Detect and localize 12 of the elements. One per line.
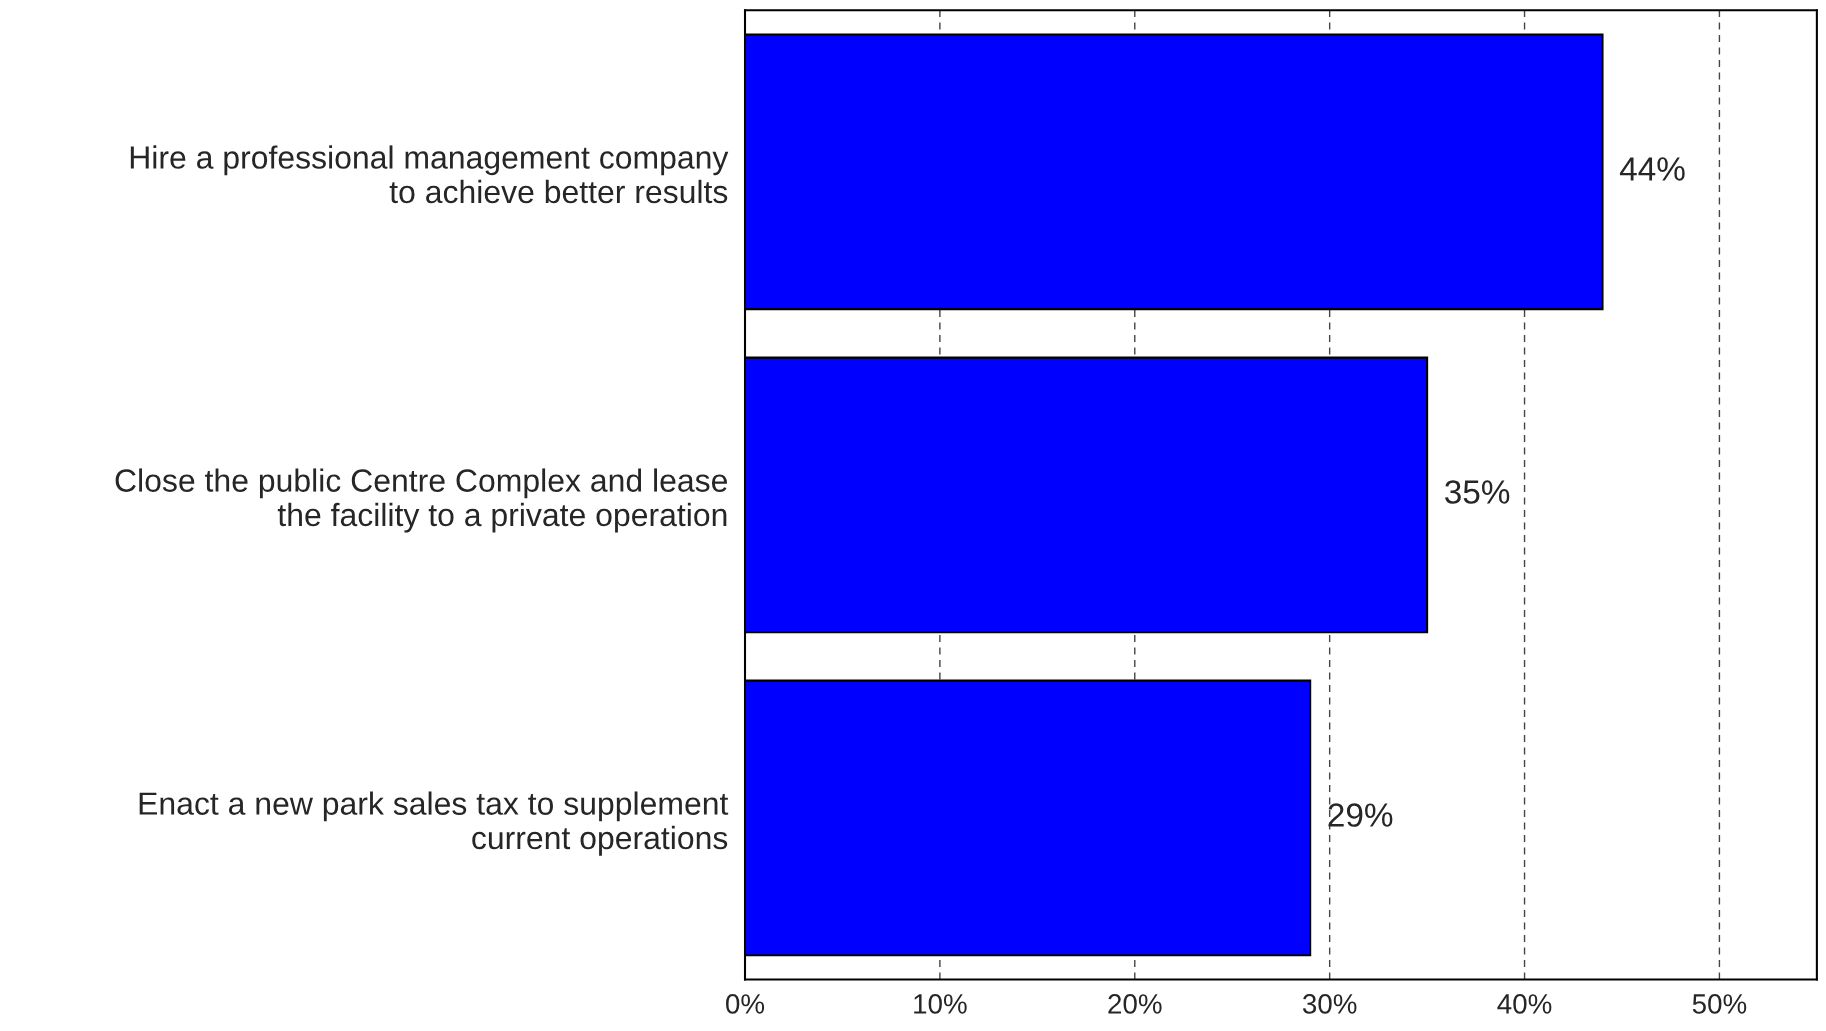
x-tick-label: 50% xyxy=(1692,994,1747,1014)
data-label: 44% xyxy=(1619,157,1685,181)
y-tick-label: Close the public Centre Complex and lease the facility to a private operation xyxy=(115,468,727,533)
data-label: 29% xyxy=(1328,803,1393,827)
y-tick-label: Hire a professional management company to achieve better results xyxy=(130,145,729,204)
x-tick-label: 20% xyxy=(1108,994,1162,1014)
x-tick-label: 10% xyxy=(914,994,967,1014)
x-tick-label: 40% xyxy=(1497,994,1552,1014)
data-label: 35% xyxy=(1445,480,1510,504)
x-tick-label: 30% xyxy=(1302,994,1357,1014)
y-tick-label: Enact a new park sales tax to supplement current operations xyxy=(139,791,729,856)
x-tick-label: 0% xyxy=(726,994,765,1014)
